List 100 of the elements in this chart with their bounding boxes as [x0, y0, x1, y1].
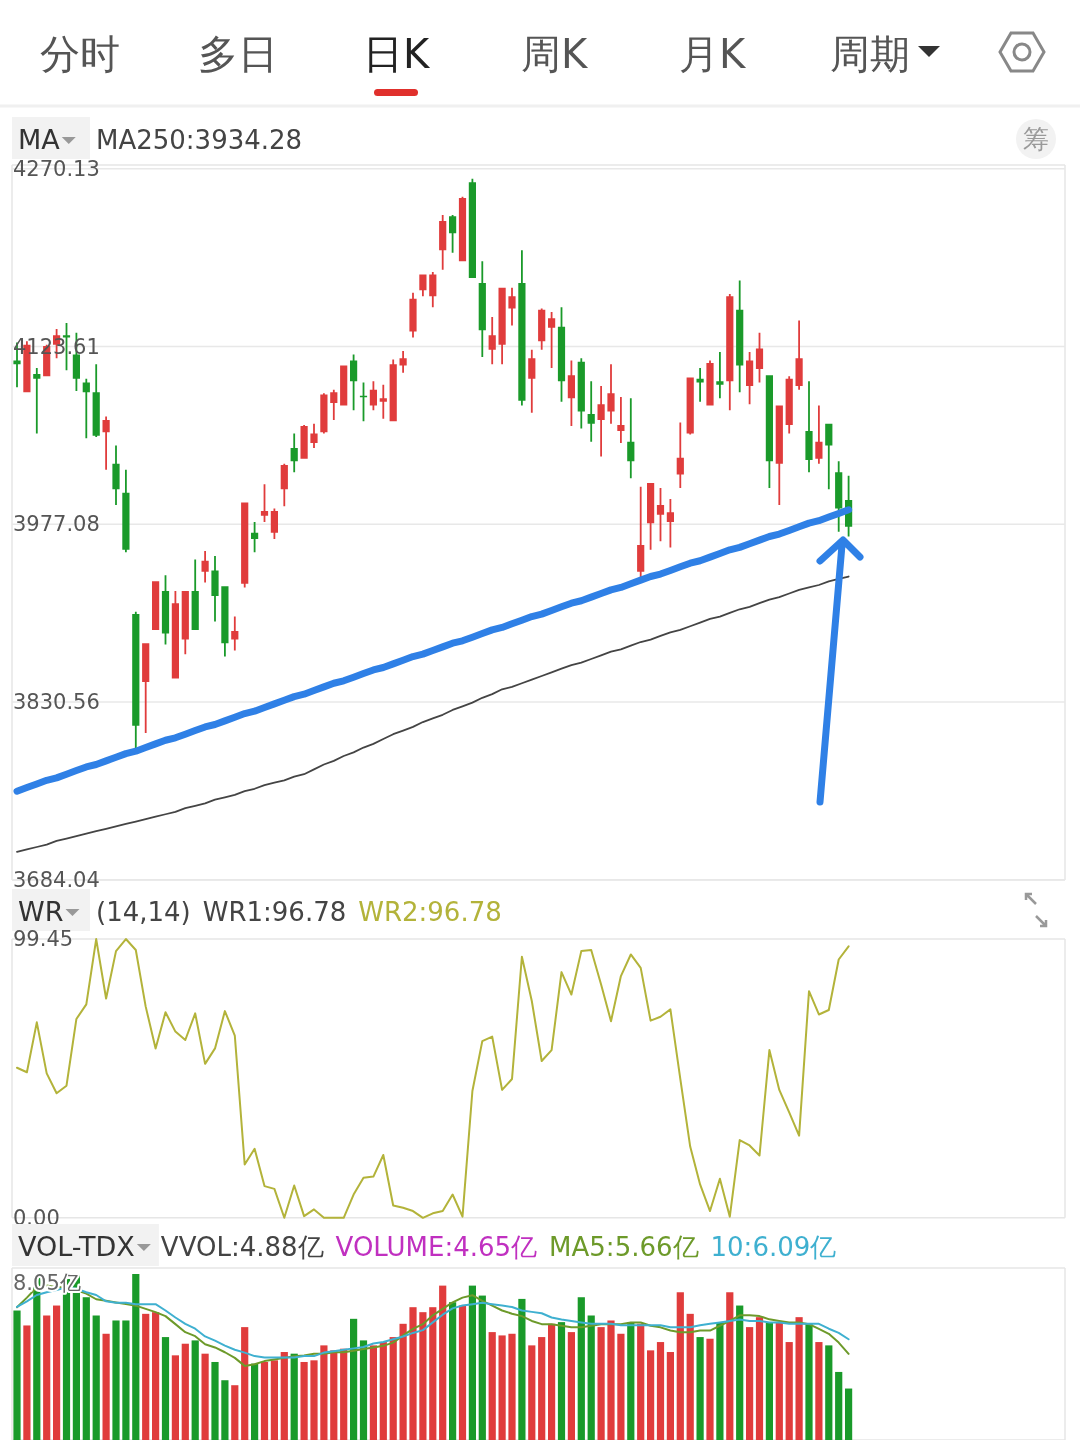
bar [557, 1322, 566, 1440]
bar [340, 1348, 348, 1440]
bar [508, 1333, 516, 1440]
bar [221, 1380, 229, 1440]
bar [181, 1343, 189, 1440]
bar [468, 1285, 476, 1440]
bar [429, 1307, 437, 1440]
bar [775, 1322, 783, 1440]
bar [795, 1317, 803, 1440]
y-tick-label: 4270.13 [13, 156, 100, 181]
bar [290, 1353, 298, 1440]
chart-title: WR [18, 896, 64, 927]
bar [350, 1318, 358, 1440]
bar [518, 1298, 526, 1440]
bar [112, 1320, 120, 1440]
bar [320, 1345, 328, 1440]
text: VOLUME:4.65亿 [335, 1232, 538, 1262]
bar [805, 1323, 813, 1440]
bar [666, 1352, 674, 1440]
bar [152, 1312, 160, 1440]
bar [409, 1307, 417, 1440]
bar [528, 1345, 536, 1440]
text: 周K [520, 31, 589, 77]
bar [825, 1345, 833, 1440]
bar [706, 1338, 714, 1440]
bar [82, 1297, 90, 1440]
bar [359, 1340, 368, 1440]
y-tick-label: 3684.04 [13, 867, 100, 892]
bar [300, 1361, 308, 1440]
y-tick-label: 3830.56 [13, 689, 100, 714]
bar [23, 1325, 31, 1440]
bar [637, 1323, 645, 1440]
bar [161, 1337, 170, 1440]
bar [310, 1360, 318, 1440]
bar [686, 1313, 694, 1440]
text: 月K [678, 31, 747, 77]
bar [587, 1315, 595, 1440]
bar [132, 1274, 140, 1440]
text: 筹 [1023, 124, 1049, 154]
bar [102, 1333, 110, 1440]
text: 多日 [198, 31, 278, 77]
text: MA5:5.66亿 [549, 1232, 699, 1262]
bar [458, 1305, 467, 1440]
bar [92, 1315, 100, 1440]
text: WR1:96.78 [202, 897, 347, 927]
bar [13, 1310, 21, 1440]
bar [538, 1337, 546, 1440]
bar [241, 1327, 249, 1440]
bar [765, 1322, 773, 1440]
text: (14,14) [96, 897, 191, 927]
chart-title: MA [18, 124, 61, 155]
bar [439, 1285, 447, 1440]
bar [191, 1340, 199, 1440]
bar [399, 1323, 407, 1440]
bar [43, 1315, 51, 1440]
bar [815, 1342, 823, 1440]
bar [726, 1292, 734, 1440]
bar [260, 1361, 269, 1440]
bar [617, 1333, 625, 1440]
chart-title: VOL-TDX [18, 1231, 135, 1262]
bar [785, 1342, 793, 1440]
bar [755, 1317, 764, 1440]
bar [835, 1371, 843, 1440]
bar [548, 1323, 556, 1440]
bar [251, 1363, 259, 1440]
bar [716, 1322, 724, 1440]
bar [280, 1352, 288, 1440]
bar [171, 1355, 179, 1440]
bar [142, 1313, 150, 1440]
bar [746, 1327, 754, 1440]
y-tick-label: 3977.08 [13, 512, 100, 537]
bar [488, 1332, 496, 1440]
bar [607, 1320, 615, 1440]
bar [696, 1337, 704, 1440]
bar [676, 1292, 684, 1440]
bar [389, 1337, 397, 1440]
bar [379, 1342, 387, 1440]
line-series [16, 575, 850, 853]
bar [330, 1350, 338, 1440]
bar [567, 1332, 575, 1440]
bar [211, 1361, 219, 1440]
bar [270, 1360, 278, 1440]
bar [736, 1305, 744, 1440]
bar [597, 1327, 605, 1440]
text: MA250:3934.28 [96, 125, 303, 155]
text: 周期 [830, 31, 910, 77]
text: VVOL:4.88亿 [160, 1232, 324, 1262]
bar [201, 1353, 209, 1440]
text: 日K [362, 31, 431, 77]
bar [577, 1297, 585, 1440]
bar [498, 1335, 506, 1440]
bar [231, 1385, 239, 1440]
bar [845, 1388, 853, 1440]
bar [369, 1345, 377, 1440]
bar [53, 1305, 61, 1440]
text: 分时 [40, 31, 120, 77]
bar [449, 1302, 457, 1440]
bar [656, 1342, 665, 1440]
y-tick-label: 99.45 [13, 926, 74, 951]
bar [419, 1312, 427, 1440]
